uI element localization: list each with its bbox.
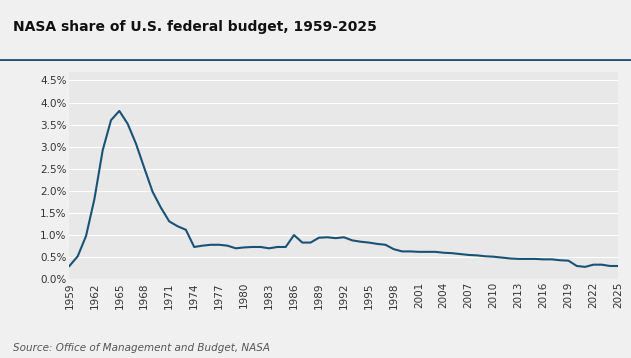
- Text: NASA share of U.S. federal budget, 1959-2025: NASA share of U.S. federal budget, 1959-…: [13, 20, 377, 34]
- Text: Source: Office of Management and Budget, NASA: Source: Office of Management and Budget,…: [13, 343, 269, 353]
